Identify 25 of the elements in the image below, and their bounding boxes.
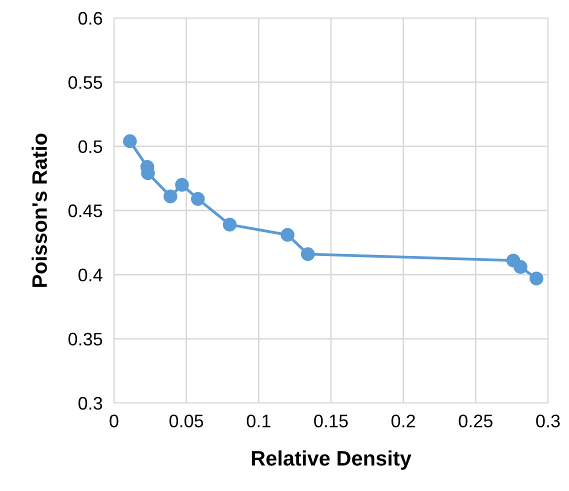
point	[123, 134, 137, 148]
y-tick-label: 0.35	[68, 332, 102, 346]
x-axis-title: Relative Density	[252, 450, 412, 470]
x-tick-label: 0.25	[458, 414, 492, 428]
point	[164, 189, 178, 204]
point	[191, 192, 205, 206]
y-tick-label: 0.6	[78, 12, 102, 25]
point	[222, 218, 237, 232]
point	[300, 247, 315, 262]
y-tick-label: 0.45	[68, 204, 102, 218]
x-tick-label: 0.3	[536, 414, 560, 428]
y-tick-label: 0.5	[78, 140, 102, 154]
x-tick-label: 0	[110, 414, 118, 428]
point	[514, 260, 528, 274]
point	[280, 228, 295, 242]
x-tick-label: 0.2	[391, 414, 415, 428]
point	[175, 178, 189, 192]
y-tick-label: 0.55	[68, 76, 102, 89]
x-tick-label: 0.15	[314, 414, 348, 428]
x-tick-label: 0.1	[246, 414, 270, 428]
point	[530, 272, 544, 286]
y-tick-label: 0.4	[78, 268, 102, 282]
x-tick-label: 0.05	[169, 414, 204, 428]
y-axis-title: Poisson's Ratio	[32, 134, 47, 287]
y-tick-label: 0.3	[78, 396, 102, 410]
